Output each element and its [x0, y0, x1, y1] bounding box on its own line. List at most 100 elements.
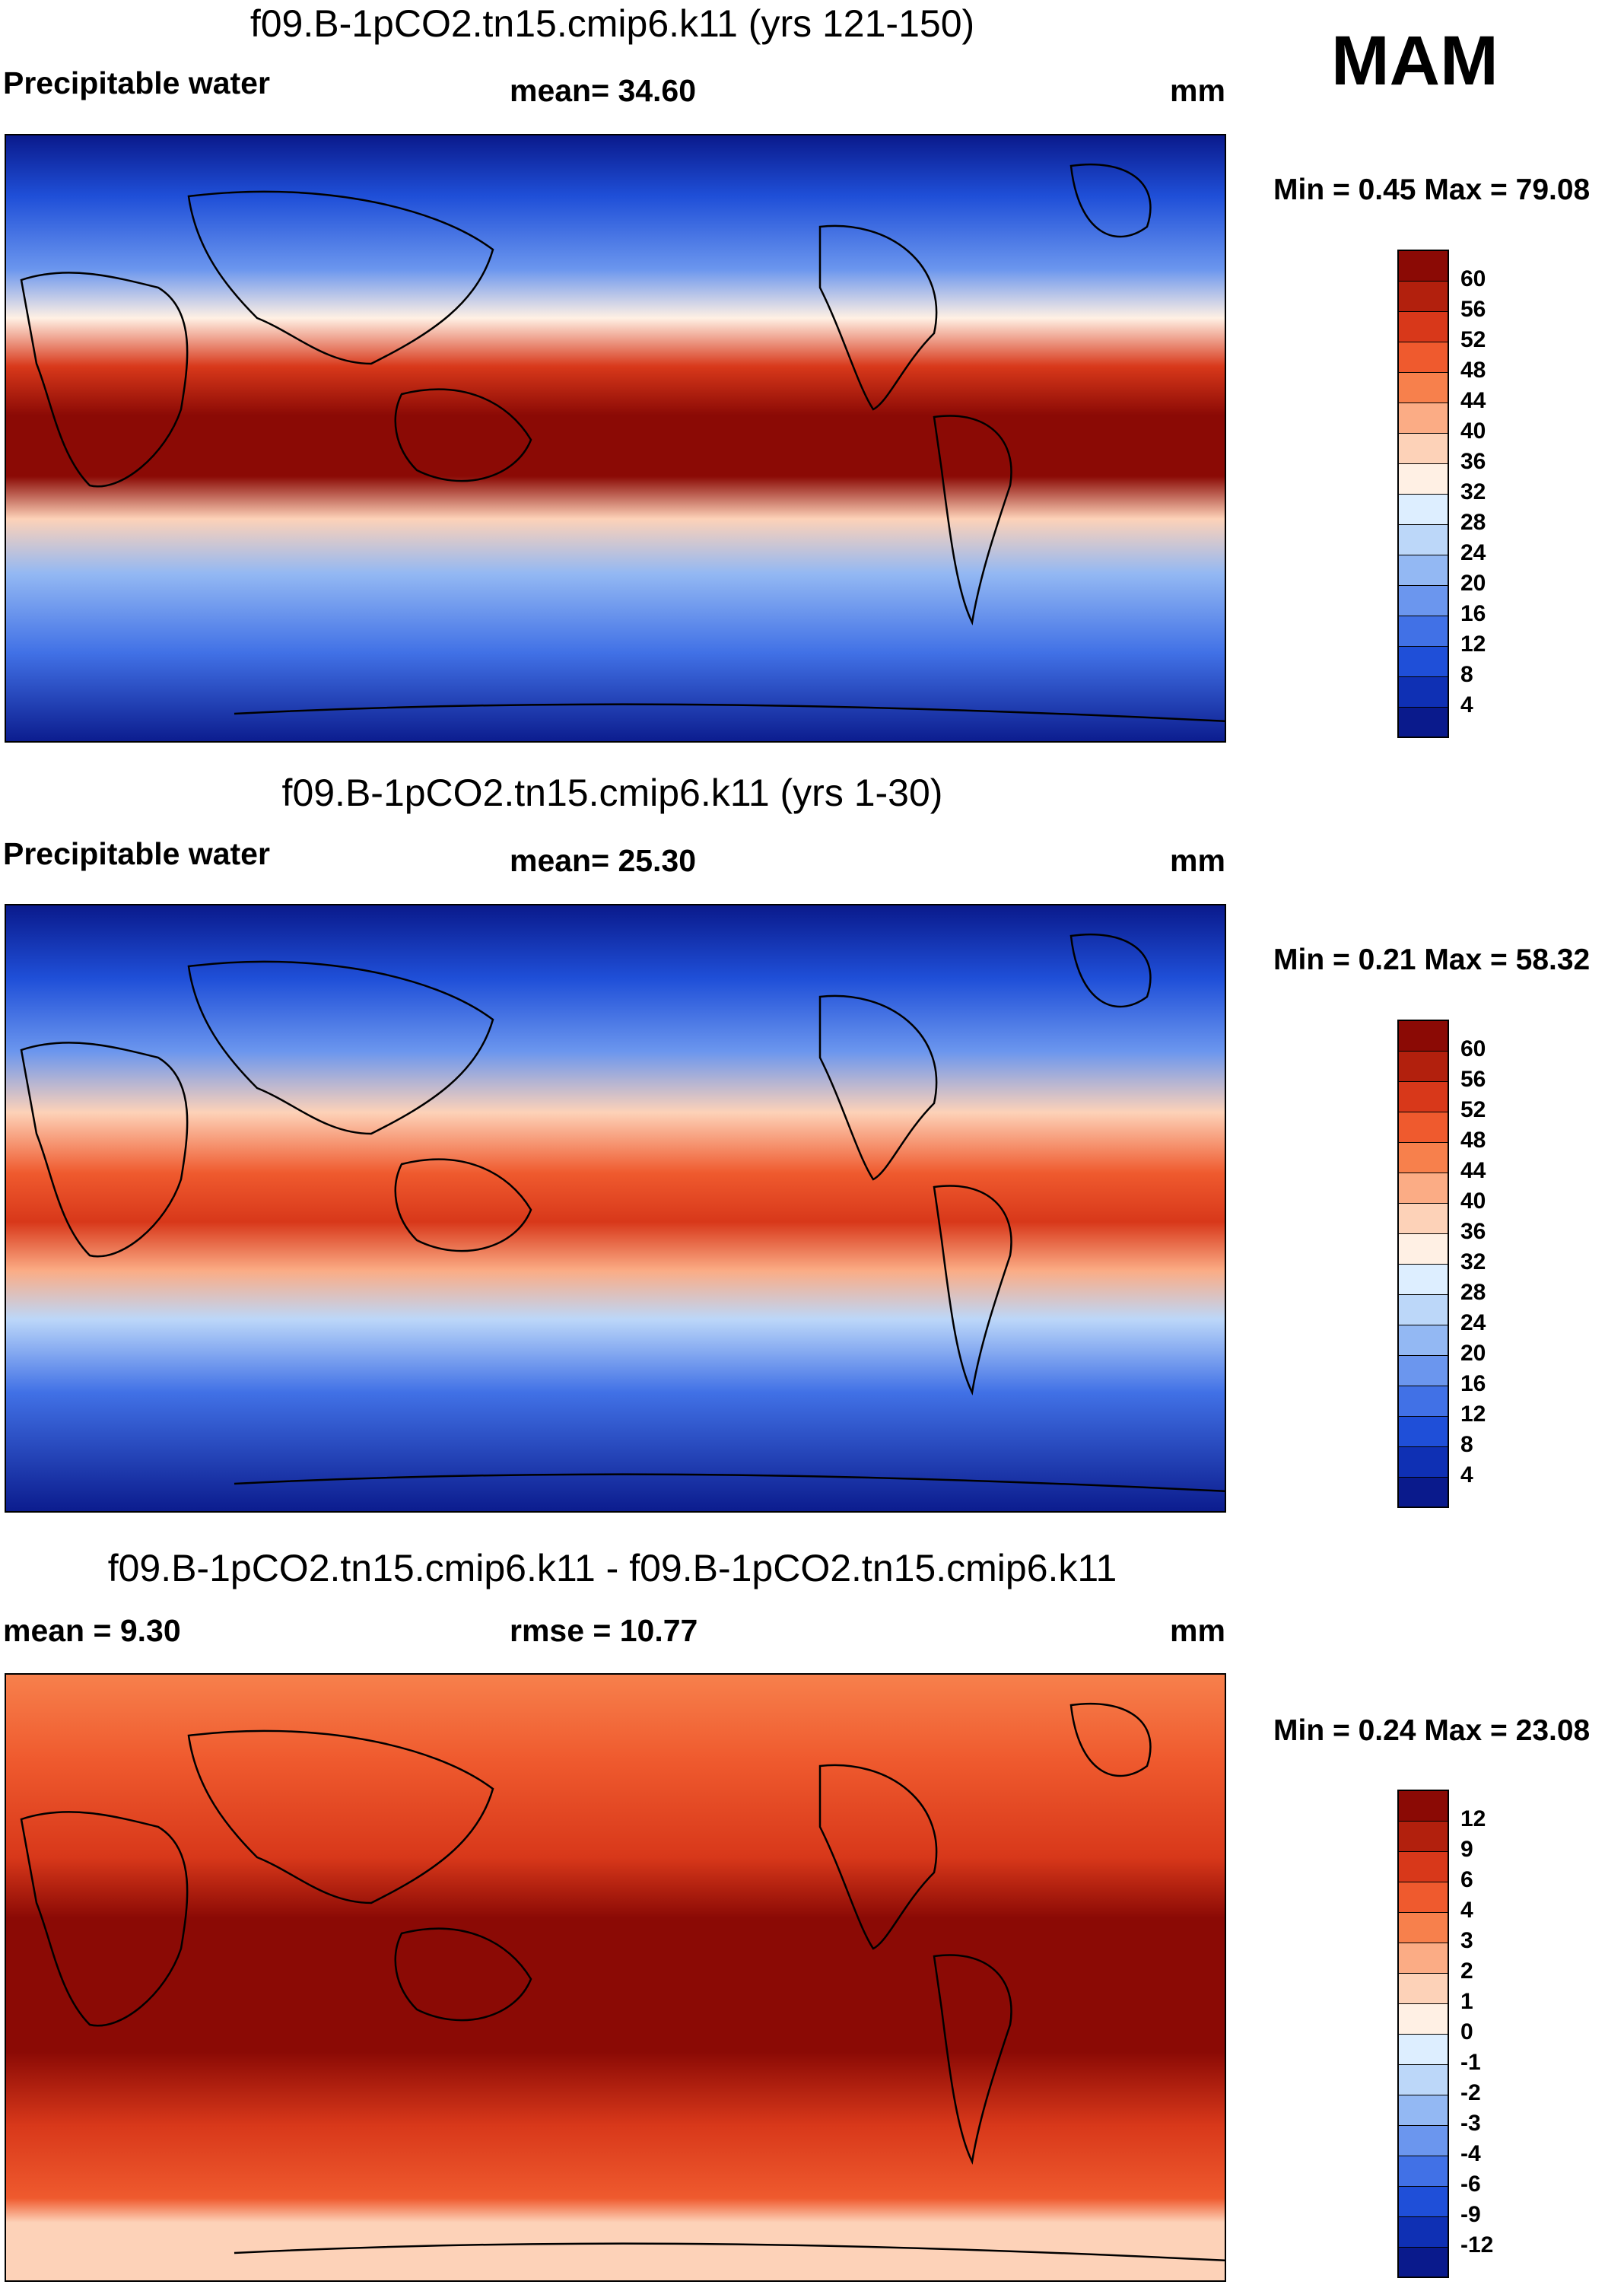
panel-2-colorbar-cell	[1399, 1112, 1448, 1143]
panel-1-colorbar-tick: 44	[1460, 388, 1486, 413]
panel-3-colorbar-tick: 9	[1460, 1837, 1473, 1862]
panel-3-colorbar-cell	[1399, 2217, 1448, 2248]
panel-1-colorbar-cell	[1399, 342, 1448, 373]
panel-3-colorbar-tick: -3	[1460, 2111, 1481, 2136]
panel-2-colorbar-tick: 20	[1460, 1341, 1486, 1366]
panel-2-colorbar-cell	[1399, 1447, 1448, 1478]
panel-3-map-graphic	[6, 1675, 1225, 2280]
panel-2-colorbar-cell	[1399, 1021, 1448, 1052]
panel-2-colorbar-cell	[1399, 1234, 1448, 1265]
panel-1-colorbar-tick: 32	[1460, 479, 1486, 504]
panel-1-colorbar-tick: 16	[1460, 601, 1486, 626]
panel-1-field	[6, 135, 1225, 741]
panel-3-colorbar-tick: 12	[1460, 1806, 1486, 1831]
panel-1-map-graphic	[6, 135, 1225, 741]
panel-1-colorbar	[1397, 250, 1449, 738]
panel-1-title: f09.B-1pCO2.tn15.cmip6.k11 (yrs 121-150)	[249, 2, 975, 45]
panel-3-coastlines	[20, 1702, 1225, 2262]
panel-2-colorbar-tick: 12	[1460, 1402, 1486, 1427]
panel-1-colorbar-cell	[1399, 282, 1448, 312]
panel-1-colorbar-cell	[1399, 616, 1448, 647]
panel-3-units: mm	[1170, 1613, 1225, 1648]
panel-2-min-max: Min = 0.21 Max = 58.32	[1273, 943, 1591, 976]
panel-2-colorbar-cell	[1399, 1143, 1448, 1173]
panel-1-colorbar-tick: 20	[1460, 571, 1486, 596]
panel-3-map	[5, 1673, 1226, 2282]
panel-3-colorbar-tick: -12	[1460, 2232, 1494, 2258]
panel-3-colorbar-tick: 0	[1460, 2019, 1473, 2044]
panel-2-colorbar-tick: 48	[1460, 1128, 1486, 1153]
panel-2-colorbar-cell	[1399, 1052, 1448, 1082]
panel-1-colorbar-tick: 4	[1460, 692, 1473, 718]
panel-2-map-graphic	[6, 905, 1225, 1511]
panel-3-colorbar-tick: -9	[1460, 2202, 1481, 2227]
panel-1-coastlines	[20, 163, 1225, 723]
panel-3-colorbar-tick: 1	[1460, 1989, 1473, 2014]
panel-1-variable-label: Precipitable water	[3, 65, 270, 100]
panel-3-colorbar-cell	[1399, 2035, 1448, 2065]
panel-1-colorbar-tick: 12	[1460, 632, 1486, 657]
panel-2-colorbar-cell	[1399, 1265, 1448, 1295]
panel-2-colorbar-tick: 8	[1460, 1432, 1473, 1457]
panel-2-colorbar-cell	[1399, 1386, 1448, 1417]
panel-3-colorbar-cell	[1399, 2156, 1448, 2187]
panel-3-colorbar-cell	[1399, 1791, 1448, 1822]
panel-2-colorbar-tick: 28	[1460, 1280, 1486, 1305]
panel-3-colorbar-cell	[1399, 2004, 1448, 2035]
panel-1-colorbar-tick: 52	[1460, 327, 1486, 352]
panel-1-colorbar-tick: 60	[1460, 266, 1486, 291]
panel-3-colorbar-tick: 4	[1460, 1898, 1473, 1923]
panel-1-colorbar-cell	[1399, 677, 1448, 708]
panel-1-units: mm	[1170, 73, 1225, 108]
panel-2-colorbar-cell	[1399, 1325, 1448, 1356]
panel-1-colorbar-cell	[1399, 525, 1448, 555]
season-label: MAM	[1331, 22, 1498, 100]
panel-2-colorbar-tick: 60	[1460, 1036, 1486, 1061]
panel-2-field	[6, 905, 1225, 1511]
panel-3-colorbar-cell	[1399, 2065, 1448, 2095]
panel-2-colorbar-tick: 24	[1460, 1310, 1486, 1335]
panel-1-colorbar-tick: 8	[1460, 662, 1473, 687]
panel-1-colorbar-tick: 48	[1460, 358, 1486, 383]
panel-2-units: mm	[1170, 843, 1225, 878]
panel-2-colorbar-cell	[1399, 1356, 1448, 1386]
panel-2-colorbar-cell	[1399, 1082, 1448, 1112]
panel-1-colorbar-cell	[1399, 312, 1448, 342]
panel-3-title: f09.B-1pCO2.tn15.cmip6.k11 - f09.B-1pCO2…	[107, 1547, 1117, 1589]
panel-2-colorbar-tick: 4	[1460, 1462, 1473, 1488]
panel-3-mean-label: mean = 9.30	[3, 1613, 181, 1648]
panel-2-colorbar-cell	[1399, 1478, 1448, 1507]
panel-1-colorbar-cell	[1399, 251, 1448, 282]
panel-3-colorbar-tick: 3	[1460, 1928, 1473, 1953]
panel-2-colorbar-cell	[1399, 1417, 1448, 1447]
panel-3-colorbar	[1397, 1790, 1449, 2278]
panel-2-colorbar-tick: 40	[1460, 1188, 1486, 1214]
panel-2-colorbar-cell	[1399, 1173, 1448, 1204]
panel-3-rmse-label: rmse = 10.77	[510, 1613, 698, 1648]
panel-1-colorbar-tick: 28	[1460, 510, 1486, 535]
panel-3-colorbar-tick: 2	[1460, 1958, 1473, 1984]
panel-1-colorbar-cell	[1399, 555, 1448, 586]
panel-2-colorbar-tick: 32	[1460, 1249, 1486, 1274]
panel-3-colorbar-cell	[1399, 1852, 1448, 1882]
panel-2-variable-label: Precipitable water	[3, 836, 270, 871]
panel-3-colorbar-cell	[1399, 1913, 1448, 1943]
panel-3-min-max: Min = 0.24 Max = 23.08	[1273, 1714, 1591, 1747]
panel-2-colorbar-tick: 52	[1460, 1097, 1486, 1122]
panel-2-colorbar	[1397, 1020, 1449, 1508]
panel-3-colorbar-tick: -1	[1460, 2050, 1481, 2075]
panel-3-colorbar-cell	[1399, 2126, 1448, 2156]
panel-1-colorbar-tick: 56	[1460, 297, 1486, 322]
panel-3-colorbar-cell	[1399, 1974, 1448, 2004]
panel-2-colorbar-tick: 16	[1460, 1371, 1486, 1396]
panel-2-colorbar-cell	[1399, 1204, 1448, 1234]
panel-3-colorbar-tick: -2	[1460, 2080, 1481, 2105]
panel-2-colorbar-cell	[1399, 1295, 1448, 1325]
panel-1-colorbar-tick: 36	[1460, 449, 1486, 474]
panel-3-colorbar-tick: -6	[1460, 2172, 1481, 2197]
panel-2-colorbar-tick: 36	[1460, 1219, 1486, 1244]
panel-1-colorbar-cell	[1399, 708, 1448, 737]
panel-3-colorbar-cell	[1399, 2187, 1448, 2217]
panel-1-colorbar-tick: 40	[1460, 418, 1486, 444]
panel-2-coastlines	[20, 933, 1225, 1493]
